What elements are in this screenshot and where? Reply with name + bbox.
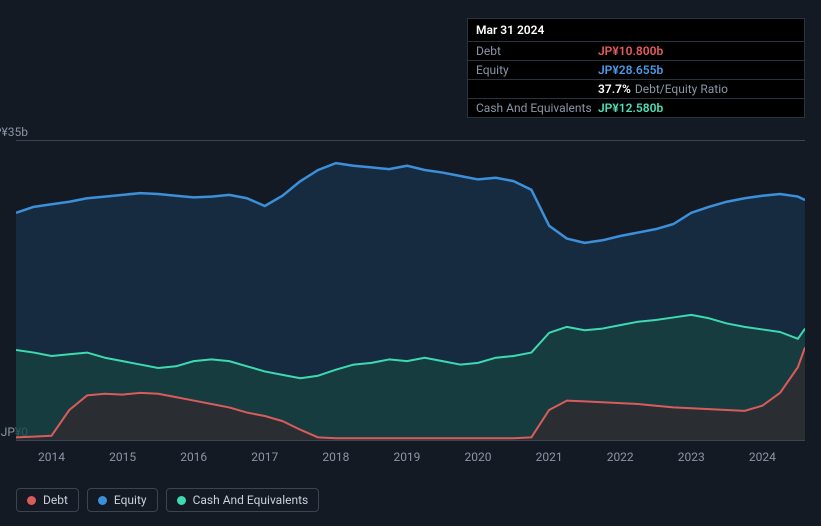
x-tick: 2018 [322,450,349,464]
legend-swatch [27,496,36,505]
x-tick: 2021 [536,450,563,464]
x-tick: 2020 [465,450,492,464]
tooltip-row: 37.7% Debt/Equity Ratio [468,80,804,99]
legend-swatch [98,496,107,505]
tooltip-value: JP¥10.800b [598,44,663,58]
tooltip-row: EquityJP¥28.655b [468,61,804,80]
x-tick: 2017 [251,450,278,464]
chart-area [16,140,805,440]
tooltip-ratio-value: 37.7% [598,82,631,96]
gridline-baseline [16,440,805,441]
x-tick: 2015 [109,450,136,464]
legend: Debt Equity Cash And Equivalents [16,488,319,512]
tooltip-ratio-label: Debt/Equity Ratio [635,82,728,96]
chart-svg [16,140,805,440]
x-tick: 2014 [38,450,65,464]
tooltip-value: JP¥28.655b [598,63,663,77]
y-axis-label-top: JP¥35b [0,125,28,139]
legend-swatch [177,496,186,505]
tooltip-label: Debt [476,44,598,58]
legend-label: Debt [43,493,68,507]
tooltip-label [476,82,598,96]
tooltip-row: DebtJP¥10.800b [468,42,804,61]
x-tick: 2019 [393,450,420,464]
tooltip-label: Cash And Equivalents [476,101,598,115]
legend-label: Equity [114,493,147,507]
x-tick: 2023 [678,450,705,464]
legend-item-cash-and-equivalents[interactable]: Cash And Equivalents [166,488,320,512]
legend-label: Cash And Equivalents [193,493,309,507]
tooltip-label: Equity [476,63,598,77]
legend-item-debt[interactable]: Debt [16,488,79,512]
x-tick: 2024 [749,450,776,464]
tooltip-date: Mar 31 2024 [468,19,804,42]
x-tick: 2016 [180,450,207,464]
legend-item-equity[interactable]: Equity [87,488,158,512]
data-tooltip: Mar 31 2024 DebtJP¥10.800bEquityJP¥28.65… [467,18,805,118]
tooltip-value: JP¥12.580b [598,101,663,115]
x-tick: 2022 [607,450,634,464]
tooltip-row: Cash And EquivalentsJP¥12.580b [468,99,804,117]
